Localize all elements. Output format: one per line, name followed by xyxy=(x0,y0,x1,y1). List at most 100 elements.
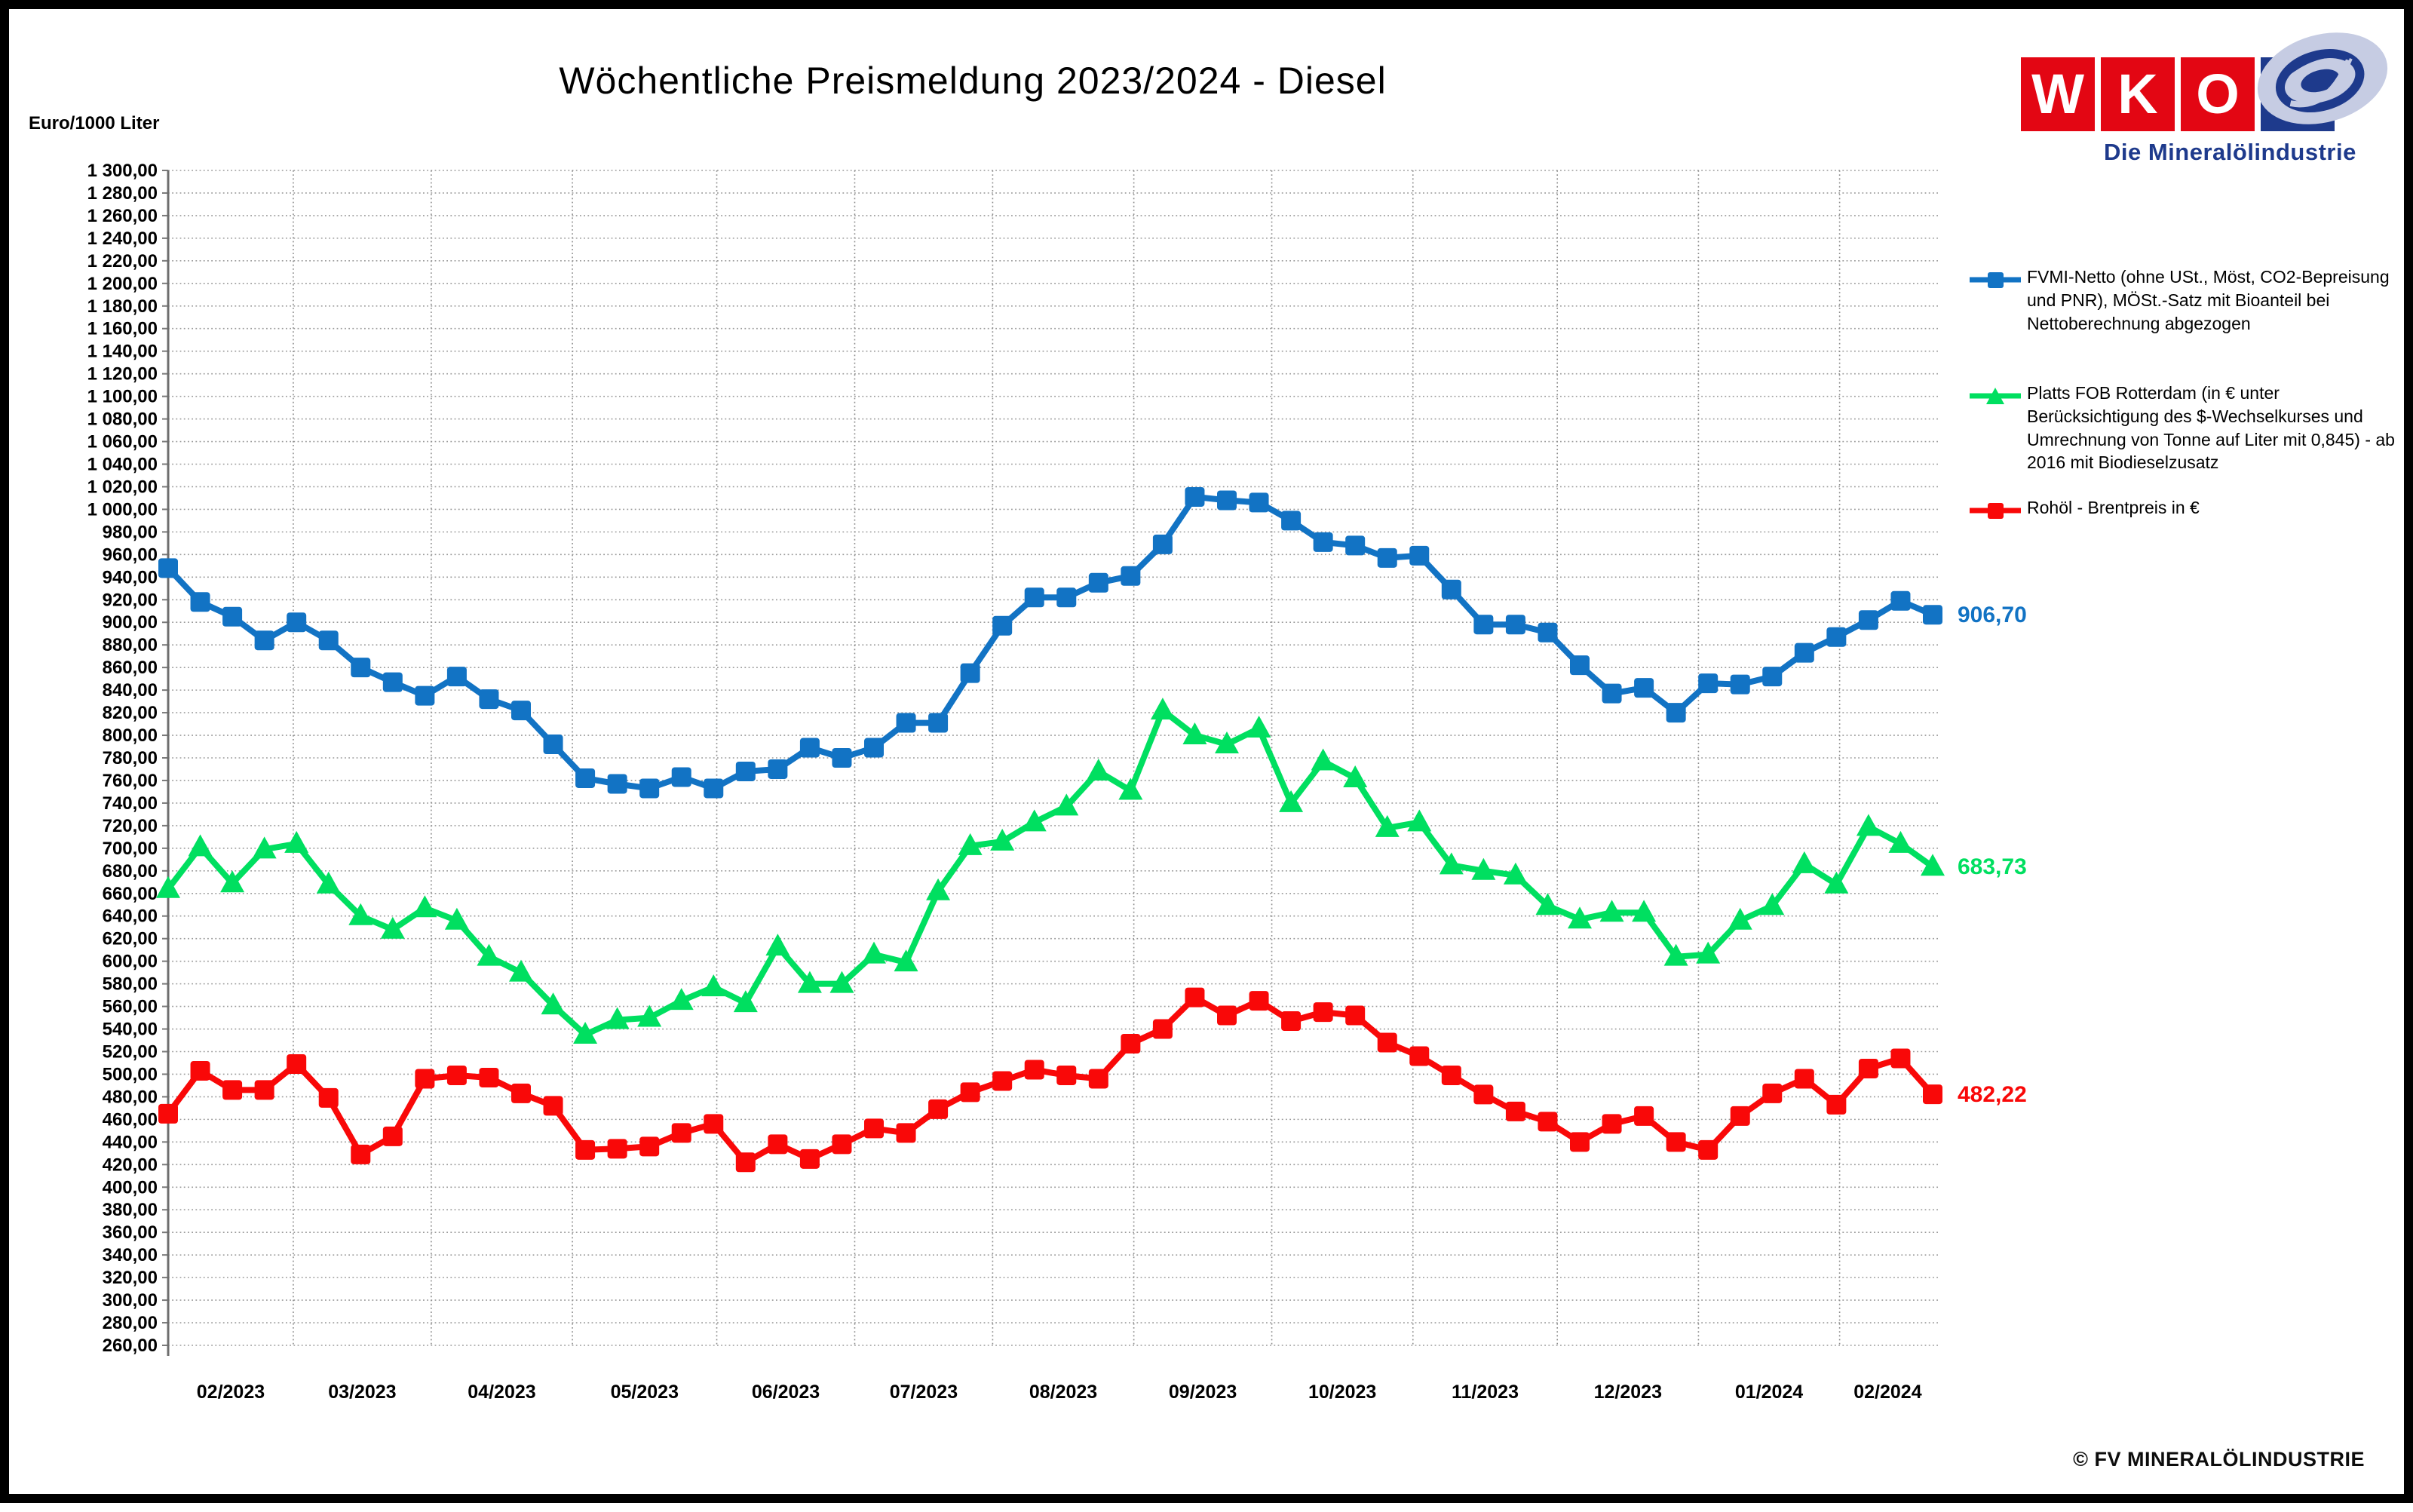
data-point-marker xyxy=(829,971,854,993)
data-point-marker xyxy=(252,836,277,859)
y-tick-label: 940,00 xyxy=(103,567,158,587)
data-point-marker xyxy=(1377,1032,1397,1053)
data-point-marker xyxy=(1054,793,1079,816)
y-tick-label: 1 040,00 xyxy=(87,455,158,475)
data-point-marker xyxy=(1760,893,1785,915)
y-tick-label: 560,00 xyxy=(103,997,158,1017)
data-point-marker xyxy=(960,1082,980,1103)
data-point-marker xyxy=(894,949,918,972)
data-point-marker xyxy=(1762,1083,1783,1103)
legend-marker-brent-square-icon xyxy=(1970,503,2021,519)
data-point-marker xyxy=(1246,716,1271,738)
x-tick-label: 08/2023 xyxy=(1029,1382,1097,1403)
y-tick-label: 1 100,00 xyxy=(87,387,158,407)
series-markers-platts-rotterdam xyxy=(156,698,1945,1044)
data-point-marker xyxy=(704,778,724,799)
data-point-marker xyxy=(1538,1112,1558,1132)
y-tick-label: 740,00 xyxy=(103,793,158,814)
data-point-marker xyxy=(1923,605,1942,625)
data-point-marker xyxy=(1150,698,1175,720)
data-point-marker xyxy=(1409,1046,1430,1066)
data-point-marker xyxy=(446,667,467,687)
data-point-marker xyxy=(1505,615,1525,635)
data-point-marker xyxy=(351,1144,371,1164)
data-point-marker xyxy=(928,713,949,733)
legend-label-platts: Platts FOB Rotterdam (in € unter Berücks… xyxy=(2027,383,2395,473)
data-point-marker xyxy=(1313,532,1333,552)
x-tick-label: 06/2023 xyxy=(752,1382,820,1403)
y-tick-label: 700,00 xyxy=(103,839,158,859)
data-point-marker xyxy=(511,701,531,721)
data-point-marker xyxy=(1182,722,1207,745)
data-point-marker xyxy=(832,1134,852,1155)
data-point-marker xyxy=(158,1103,178,1124)
y-tick-label: 1 220,00 xyxy=(87,251,158,271)
data-point-marker xyxy=(1794,1069,1814,1089)
legend-marker-platts-triangle-icon xyxy=(1970,388,2021,404)
data-point-marker xyxy=(704,1114,724,1134)
y-gridlines xyxy=(162,170,1939,1346)
data-point-marker xyxy=(1923,1084,1942,1105)
y-tick-label: 1 000,00 xyxy=(87,499,158,520)
data-point-marker xyxy=(415,1069,435,1089)
data-point-marker xyxy=(348,903,373,925)
data-point-marker xyxy=(188,834,213,857)
data-point-marker xyxy=(864,1118,884,1139)
data-point-marker xyxy=(799,738,820,758)
data-point-marker xyxy=(735,761,756,781)
data-point-marker xyxy=(318,630,339,651)
data-point-marker xyxy=(511,1083,531,1103)
data-point-marker xyxy=(541,992,566,1015)
x-tick-label: 05/2023 xyxy=(611,1382,679,1403)
y-tick-label: 580,00 xyxy=(103,974,158,995)
y-tick-label: 520,00 xyxy=(103,1042,158,1063)
y-tick-label: 1 080,00 xyxy=(87,409,158,430)
x-tick-label: 10/2023 xyxy=(1308,1382,1376,1403)
y-tick-label: 1 280,00 xyxy=(87,183,158,204)
x-tick-labels: 02/2023 03/2023 04/2023 05/2023 06/2023 07/20… xyxy=(197,1382,1922,1403)
data-point-marker xyxy=(287,1053,307,1074)
data-point-marker xyxy=(1311,748,1335,771)
y-tick-label: 920,00 xyxy=(103,590,158,610)
data-point-marker xyxy=(1762,667,1783,687)
legend-label-fvmi: FVMI-Netto (ohne USt., Möst, CO2-Bepreis… xyxy=(2027,267,2390,333)
data-point-marker xyxy=(1441,1065,1461,1085)
x-tick-label: 09/2023 xyxy=(1169,1382,1237,1403)
data-point-marker xyxy=(1730,674,1750,695)
data-point-marker xyxy=(287,612,307,633)
data-point-marker xyxy=(1056,587,1077,608)
data-point-marker xyxy=(1826,1094,1847,1115)
data-point-marker xyxy=(1730,1106,1750,1126)
data-point-marker xyxy=(1313,1002,1333,1023)
x-tick-label: 02/2024 xyxy=(1853,1382,1921,1403)
data-point-marker xyxy=(992,615,1013,636)
data-point-marker xyxy=(1599,900,1624,922)
data-point-marker xyxy=(1570,1132,1590,1152)
y-tick-label: 1 240,00 xyxy=(87,228,158,249)
data-point-marker xyxy=(990,828,1015,851)
data-point-marker xyxy=(1281,1011,1302,1032)
series-line-platts-rotterdam xyxy=(165,707,1936,1038)
data-point-marker xyxy=(1439,852,1464,875)
data-point-marker xyxy=(1407,809,1432,832)
y-tick-label: 1 300,00 xyxy=(87,161,158,181)
data-point-marker xyxy=(733,990,758,1013)
y-tick-label: 420,00 xyxy=(103,1155,158,1175)
data-point-marker xyxy=(701,974,726,997)
data-point-marker xyxy=(928,1099,949,1119)
data-point-marker xyxy=(415,685,435,706)
data-point-marker xyxy=(479,689,499,710)
data-point-marker xyxy=(1088,1069,1108,1089)
data-point-marker xyxy=(1858,1058,1878,1078)
data-point-marker xyxy=(543,735,563,755)
data-point-marker xyxy=(254,630,274,651)
data-point-marker xyxy=(1279,790,1304,812)
data-point-marker xyxy=(1570,655,1590,676)
data-point-marker xyxy=(1535,893,1560,915)
y-tick-label: 280,00 xyxy=(103,1313,158,1333)
data-point-marker xyxy=(1024,587,1044,608)
data-point-marker xyxy=(1409,545,1430,566)
data-point-marker xyxy=(575,768,596,788)
data-point-marker xyxy=(862,941,886,964)
series-line-fvmi-netto xyxy=(165,493,1936,792)
